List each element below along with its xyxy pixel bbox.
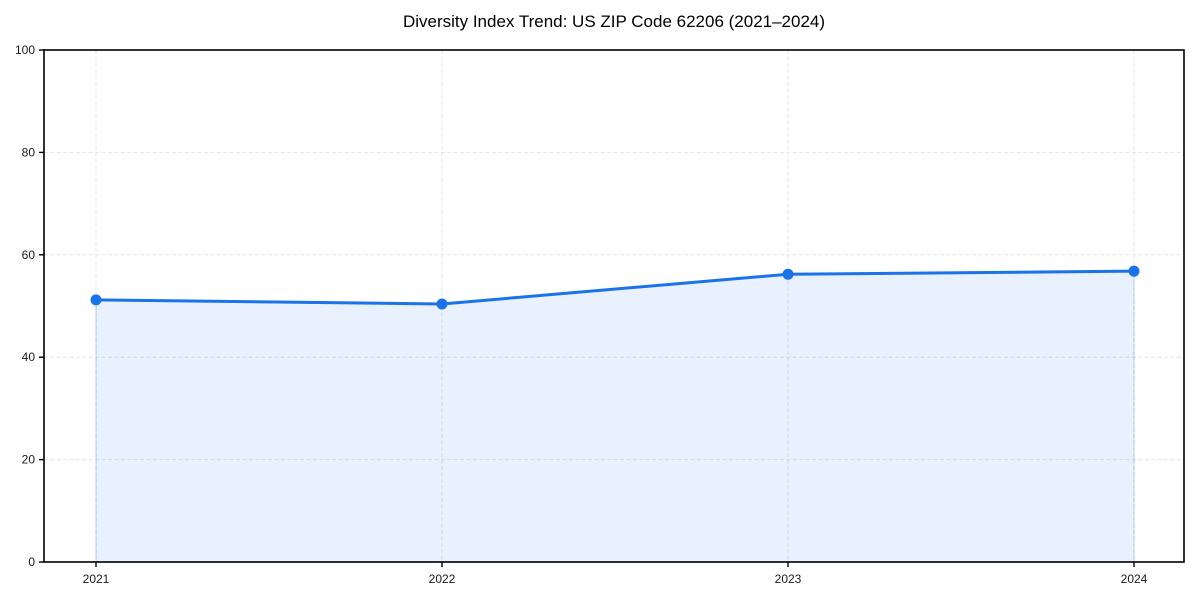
data-point bbox=[1128, 265, 1140, 277]
y-tick-label: 0 bbox=[28, 555, 35, 569]
x-tick-label: 2024 bbox=[1121, 572, 1148, 586]
data-point bbox=[436, 298, 448, 310]
data-point bbox=[90, 294, 102, 306]
x-tick-label: 2023 bbox=[775, 572, 802, 586]
trend-line bbox=[94, 269, 1136, 306]
y-tick-label: 20 bbox=[22, 453, 36, 467]
y-tick-label: 80 bbox=[22, 145, 36, 159]
y-tick-label: 100 bbox=[15, 43, 35, 57]
chart-title: Diversity Index Trend: US ZIP Code 62206… bbox=[402, 12, 826, 31]
area-fill bbox=[95, 270, 1135, 563]
y-tick-label: 60 bbox=[22, 248, 36, 262]
axes-border bbox=[43, 49, 1185, 563]
x-tick-label: 2021 bbox=[83, 572, 110, 586]
data-point bbox=[782, 268, 794, 280]
x-tick-label: 2022 bbox=[429, 572, 456, 586]
y-tick-label: 40 bbox=[22, 350, 36, 364]
